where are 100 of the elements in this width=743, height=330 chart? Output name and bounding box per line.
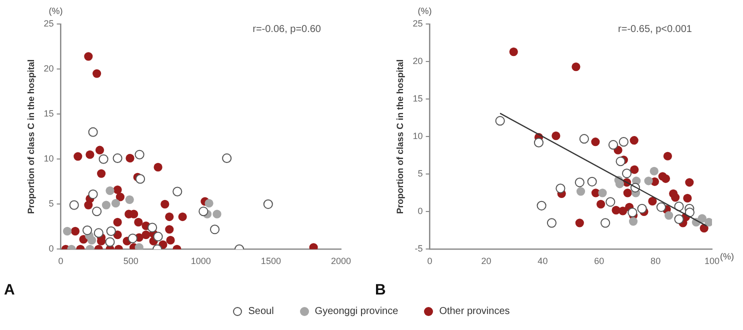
y-tick-label: 10 [412,131,423,142]
x-tick-label: 80 [650,256,661,266]
legend-label: Seoul [248,306,274,317]
point [630,165,639,174]
text: B [375,282,386,299]
x-tick-label: 2000 [330,256,352,266]
point [178,212,187,222]
point [587,176,597,186]
point [128,234,138,244]
y-axis-title: Proportion of class C in the hospital [394,59,405,214]
point [102,200,110,210]
point [198,206,208,216]
point [153,232,163,242]
point [116,192,125,202]
point [87,236,96,244]
legend-label: Other provinces [439,306,510,317]
point [685,178,694,187]
point [637,204,647,214]
point [113,218,122,226]
point [70,226,80,236]
x-axis-title: (%) [720,252,734,262]
point [698,214,706,223]
y-tick-label: 5 [418,168,423,179]
y-tick-label: 0 [418,206,423,216]
point [644,176,653,186]
point [111,198,120,208]
x-tick-label: 40 [538,256,548,266]
point [160,200,170,208]
point [95,146,104,154]
x-tick-label: 1500 [260,256,281,266]
point [88,189,98,200]
point [536,200,546,210]
point [113,185,122,194]
point [134,150,144,160]
point [125,195,134,204]
point [98,154,108,164]
point [212,210,222,218]
point [165,212,174,222]
x-tick-label: 0 [58,256,64,266]
point [576,187,586,196]
point [166,236,175,244]
point [574,178,584,188]
point [135,174,146,184]
point [74,152,82,161]
point [86,150,94,159]
point [628,208,638,218]
point [628,217,638,226]
x-tick-label: 1000 [190,256,211,266]
point [661,174,670,183]
point [623,188,632,198]
y-tick-label: 25 [44,18,54,28]
y-axis-title: Proportion of class C in the hospital [26,59,36,214]
point [106,226,116,236]
point [106,186,114,195]
point [154,162,162,172]
point [222,153,232,164]
point [94,228,104,238]
point [204,198,214,208]
point [97,169,106,178]
point [126,154,134,163]
y-tick-label: 20 [44,64,54,74]
point [105,237,115,247]
point [608,140,618,150]
point [596,200,606,208]
point [704,218,712,226]
y-tick-label: 5 [48,198,54,209]
point [630,136,638,145]
point [69,200,79,210]
point [671,193,680,202]
point [579,134,589,144]
point [684,208,695,218]
point [509,47,518,56]
point [616,156,626,166]
point [618,206,628,216]
point [172,186,182,196]
point [92,69,102,78]
point [683,194,692,202]
point [495,116,505,126]
point [650,166,658,176]
point [147,222,158,232]
point [664,211,674,220]
point [674,214,684,224]
y-tick-label: 20 [412,56,423,66]
text: (%) [48,6,63,16]
point [556,184,566,194]
point [591,138,600,146]
annotation: r=-0.06, p=0.60 [252,24,322,35]
point [88,127,98,137]
point [165,225,174,234]
x-tick-label: 0 [427,256,432,266]
point [663,152,672,160]
point [62,226,72,236]
point [82,225,92,236]
point [600,218,610,228]
point [575,218,584,228]
x-tick-label: 100 [704,256,720,266]
point [263,199,273,209]
y-tick-label: 15 [44,108,54,119]
text: (%) [418,6,432,16]
point [534,138,544,148]
